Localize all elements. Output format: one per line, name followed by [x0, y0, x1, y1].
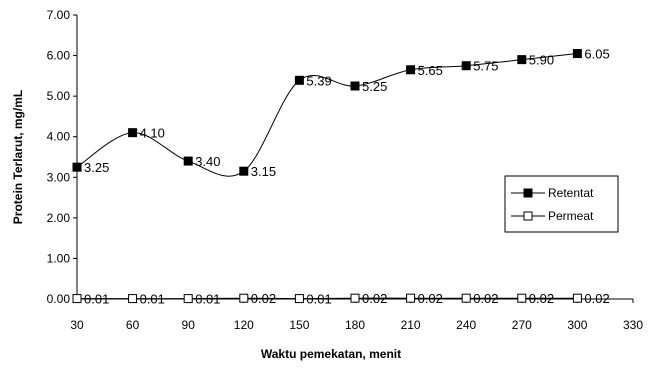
data-label-retentat: 5.75 [473, 59, 498, 74]
legend-item-permeat: Permeat [511, 209, 594, 223]
data-point-permeat [572, 293, 582, 303]
data-point-permeat [128, 294, 138, 304]
series-line-retentat [76, 53, 578, 177]
data-label-retentat: 3.40 [195, 154, 220, 169]
legend-label: Permeat [548, 209, 594, 223]
data-point-permeat [294, 294, 304, 304]
y-axis-title: Protein Terlarut, mg/mL [11, 90, 25, 224]
data-label-permeat: 0.01 [84, 292, 109, 307]
data-point-permeat [406, 293, 416, 303]
data-label-retentat: 3.25 [84, 160, 109, 175]
y-tick-label: 7.00 [47, 8, 71, 22]
data-label-retentat: 6.05 [584, 47, 609, 62]
x-tick-label: 90 [182, 318, 196, 332]
legend-marker [523, 211, 533, 221]
data-point-retentat [72, 162, 82, 172]
y-axis-ticks: 0.00 1.00 2.00 3.00 4.00 5.00 6.00 7.00 [47, 8, 77, 306]
y-tick-label: 5.00 [47, 89, 71, 103]
data-point-permeat [183, 294, 193, 304]
data-point-retentat [572, 49, 582, 59]
data-point-permeat [72, 294, 82, 304]
data-label-permeat: 0.01 [195, 292, 220, 307]
data-label-retentat: 5.65 [418, 63, 443, 78]
data-point-retentat [406, 65, 416, 75]
data-label-permeat: 0.02 [584, 291, 609, 306]
x-tick-label: 240 [456, 318, 476, 332]
data-point-retentat [239, 166, 249, 176]
data-label-retentat: 5.25 [362, 79, 387, 94]
y-tick-label: 2.00 [47, 211, 71, 225]
data-point-permeat [239, 293, 249, 303]
x-tick-label: 120 [234, 318, 254, 332]
data-point-retentat [461, 61, 471, 71]
x-tick-label: 60 [126, 318, 140, 332]
y-tick-label: 6.00 [47, 49, 71, 63]
data-label-permeat: 0.02 [251, 291, 276, 306]
data-point-permeat [350, 293, 360, 303]
series-retentat: 3.25 4.10 3.40 3.15 5.39 5.25 5.65 5.75 5.90 6.05 [72, 47, 610, 179]
legend-item-retentat: Retentat [511, 186, 594, 200]
data-label-permeat: 0.01 [306, 292, 331, 307]
y-tick-label: 0.00 [47, 292, 71, 306]
x-tick-label: 150 [289, 318, 309, 332]
data-point-retentat [128, 128, 138, 138]
data-label-permeat: 0.01 [140, 292, 165, 307]
legend-label: Retentat [548, 186, 594, 200]
data-label-retentat: 5.90 [529, 53, 554, 68]
data-label-permeat: 0.02 [362, 291, 387, 306]
data-label-permeat: 0.02 [529, 291, 554, 306]
series-permeat: 0.01 0.01 0.01 0.02 0.01 0.02 0.02 0.02 0.02 0.02 [72, 291, 610, 307]
plot-area [77, 15, 633, 299]
data-label-permeat: 0.02 [473, 291, 498, 306]
x-axis-ticks: 30 60 90 120 150 180 210 240 270 300 330 [70, 299, 643, 332]
x-tick-label: 330 [623, 318, 643, 332]
x-tick-label: 180 [345, 318, 365, 332]
y-tick-label: 4.00 [47, 130, 71, 144]
data-label-retentat: 3.15 [251, 164, 276, 179]
data-point-retentat [183, 156, 193, 166]
x-axis-title: Waktu pemekatan, menit [261, 347, 401, 361]
x-tick-label: 30 [70, 318, 84, 332]
data-label-permeat: 0.02 [418, 291, 443, 306]
series-layer: 3.25 4.10 3.40 3.15 5.39 5.25 5.65 5.75 5.90 6.05… [72, 47, 610, 307]
y-tick-label: 3.00 [47, 170, 71, 184]
data-label-retentat: 4.10 [140, 126, 165, 141]
legend: Retentat Permeat [504, 175, 619, 233]
x-tick-label: 300 [567, 318, 587, 332]
data-point-permeat [517, 293, 527, 303]
legend-box [504, 175, 619, 233]
y-tick-label: 1.00 [47, 251, 71, 265]
x-tick-label: 270 [512, 318, 532, 332]
legend-marker [523, 188, 533, 198]
data-point-permeat [461, 293, 471, 303]
data-label-retentat: 5.39 [306, 73, 331, 88]
data-point-retentat [294, 75, 304, 85]
data-point-retentat [350, 81, 360, 91]
x-tick-label: 210 [401, 318, 421, 332]
data-point-retentat [517, 55, 527, 65]
